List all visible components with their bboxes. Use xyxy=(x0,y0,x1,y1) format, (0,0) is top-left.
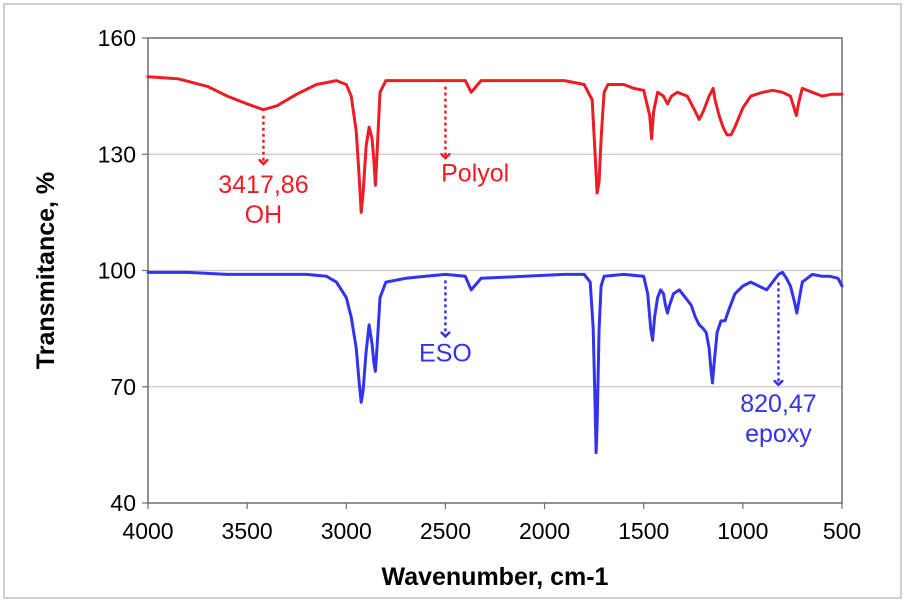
eso-label-text-1: ESO xyxy=(419,340,472,368)
y-axis-title: Transmitance, % xyxy=(32,172,60,369)
y-tick-label-40: 40 xyxy=(110,490,136,516)
x-tick-label-3000: 3000 xyxy=(321,518,372,544)
series-line-polyol xyxy=(146,75,844,214)
x-tick-label-500: 500 xyxy=(823,518,861,544)
x-tick-label-2500: 2500 xyxy=(420,518,471,544)
tick-layer: 40 70 100 130 160 4000 3500 3000 2500 2000 1500 100… xyxy=(98,25,862,544)
y-tick-label-100: 100 xyxy=(98,258,136,284)
outer-border xyxy=(3,3,902,599)
oh-annotation-text-2: OH xyxy=(245,201,283,229)
series-layer xyxy=(146,75,844,455)
epoxy-annotation-text-1: 820,47 xyxy=(740,390,816,418)
y-tick-label-130: 130 xyxy=(98,141,136,167)
epoxy-annotation-text-2: epoxy xyxy=(745,420,812,448)
oh-annotation-text-1: 3417,86 xyxy=(218,171,308,199)
x-tick-label-1000: 1000 xyxy=(717,518,768,544)
x-tick-label-1500: 1500 xyxy=(618,518,669,544)
y-tick-label-160: 160 xyxy=(98,25,136,51)
polyol-label-text-1: Polyol xyxy=(441,159,509,187)
x-axis-title: Wavenumber, cm-1 xyxy=(382,563,609,591)
series-line-eso xyxy=(146,270,844,455)
y-tick-label-70: 70 xyxy=(110,374,136,400)
x-tick-label-2000: 2000 xyxy=(519,518,570,544)
x-tick-label-3500: 3500 xyxy=(222,518,273,544)
x-tick-label-4000: 4000 xyxy=(122,518,173,544)
